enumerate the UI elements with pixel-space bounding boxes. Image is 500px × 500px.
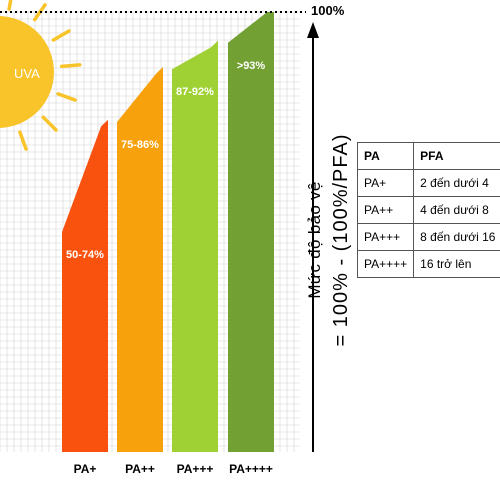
max-value-label: 100% [311, 3, 345, 18]
y-axis-label: Mức độ bảo vệ [305, 181, 324, 299]
sun-ray [41, 115, 58, 132]
y-axis-arrow [307, 22, 319, 38]
x-tick-label: PA+ [74, 462, 97, 476]
y-axis-title: Mức độ bảo vệ = 100% - (100%/PFA) [301, 134, 355, 347]
bar [62, 119, 108, 453]
table-header-pfa: PFA [413, 142, 500, 170]
table-cell-pa: PA++ [356, 196, 415, 224]
bar-value-label: 75-86% [121, 139, 159, 151]
bar [172, 40, 218, 452]
sun-disc [0, 16, 54, 128]
table-header-pa: PA [356, 142, 415, 170]
bar-value-label: >93% [237, 60, 266, 72]
bar [117, 67, 163, 452]
table-header-row: PA PFA [356, 142, 500, 170]
table-cell-pa: PA++++ [356, 250, 415, 278]
bar [228, 12, 274, 452]
sun-ray [51, 29, 71, 42]
table-row: PA+ 2 đến dưới 4 [356, 169, 500, 197]
sun-ray [32, 3, 47, 22]
bar-value-label: 50-74% [66, 249, 104, 261]
bars: 50-74% PA+ 75-86% PA++ 87-92% PA+++ >93% PA++++ [62, 12, 274, 476]
x-tick-label: PA+++ [177, 462, 214, 476]
sun-icon: UVA [0, 0, 82, 151]
table-row: PA+++ 8 đến dưới 16 [356, 223, 500, 251]
bar-value-label: 87-92% [176, 86, 214, 98]
sun-ray [18, 130, 28, 151]
x-tick-label: PA++++ [229, 462, 273, 476]
table-cell-pfa: 8 đến dưới 16 [413, 223, 500, 251]
sun-label: UVA [14, 66, 40, 81]
table-cell-pa: PA+ [356, 169, 415, 197]
sun-ray [7, 0, 13, 11]
pfa-table: PA PFA PA+ 2 đến dưới 4 PA++ 4 đến dưới … [356, 142, 500, 278]
table-row: PA++ 4 đến dưới 8 [356, 196, 500, 224]
y-axis [0, 11, 319, 452]
sun-ray [60, 63, 82, 69]
y-axis-formula: = 100% - (100%/PFA) [330, 133, 352, 347]
table-cell-pfa: 2 đến dưới 4 [413, 169, 500, 197]
x-tick-label: PA++ [125, 462, 155, 476]
table-row: PA++++ 16 trở lên [356, 250, 500, 278]
sun-ray [56, 92, 77, 102]
table-cell-pfa: 4 đến dưới 8 [413, 196, 500, 224]
table-cell-pfa: 16 trở lên [413, 250, 500, 278]
table-cell-pa: PA+++ [356, 223, 415, 251]
